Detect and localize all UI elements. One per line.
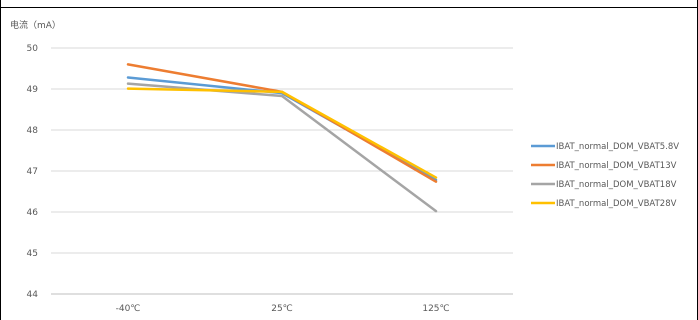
y-tick-label: 46 <box>27 208 39 218</box>
legend-label: IBAT_normal_DOM_VBAT28V <box>556 199 677 209</box>
series-line <box>126 82 438 213</box>
legend: IBAT_normal_DOM_VBAT5.8V IBAT_normal_DOM_… <box>531 142 679 209</box>
y-axis-label: 电流（mA） <box>10 19 61 31</box>
y-tick-label: 44 <box>27 290 39 300</box>
line-chart: 电流（mA） 44 45 46 47 48 49 50 -40℃ 25℃ 125℃ IBAT_n… <box>10 19 679 314</box>
y-tick-label: 47 <box>27 167 38 177</box>
series-line <box>126 87 438 179</box>
x-tick-label: -40℃ <box>116 304 141 314</box>
legend-label: IBAT_normal_DOM_VBAT18V <box>556 180 677 190</box>
series-lines <box>126 63 438 213</box>
gridlines <box>51 47 513 295</box>
legend-label: IBAT_normal_DOM_VBAT5.8V <box>556 142 679 152</box>
y-tick-labels: 44 45 46 47 48 49 50 <box>27 44 39 300</box>
top-border-strip <box>0 0 698 8</box>
y-tick-label: 48 <box>27 126 39 136</box>
y-tick-label: 45 <box>27 249 38 259</box>
legend-label: IBAT_normal_DOM_VBAT13V <box>556 161 677 171</box>
y-tick-label: 50 <box>27 44 39 54</box>
x-tick-label: 125℃ <box>422 304 449 314</box>
chart-container: 电流（mA） 44 45 46 47 48 49 50 -40℃ 25℃ 125℃ IBAT_n… <box>0 8 698 320</box>
x-tick-labels: -40℃ 25℃ 125℃ <box>116 304 450 314</box>
y-tick-label: 49 <box>27 85 39 95</box>
x-tick-label: 25℃ <box>271 304 293 314</box>
